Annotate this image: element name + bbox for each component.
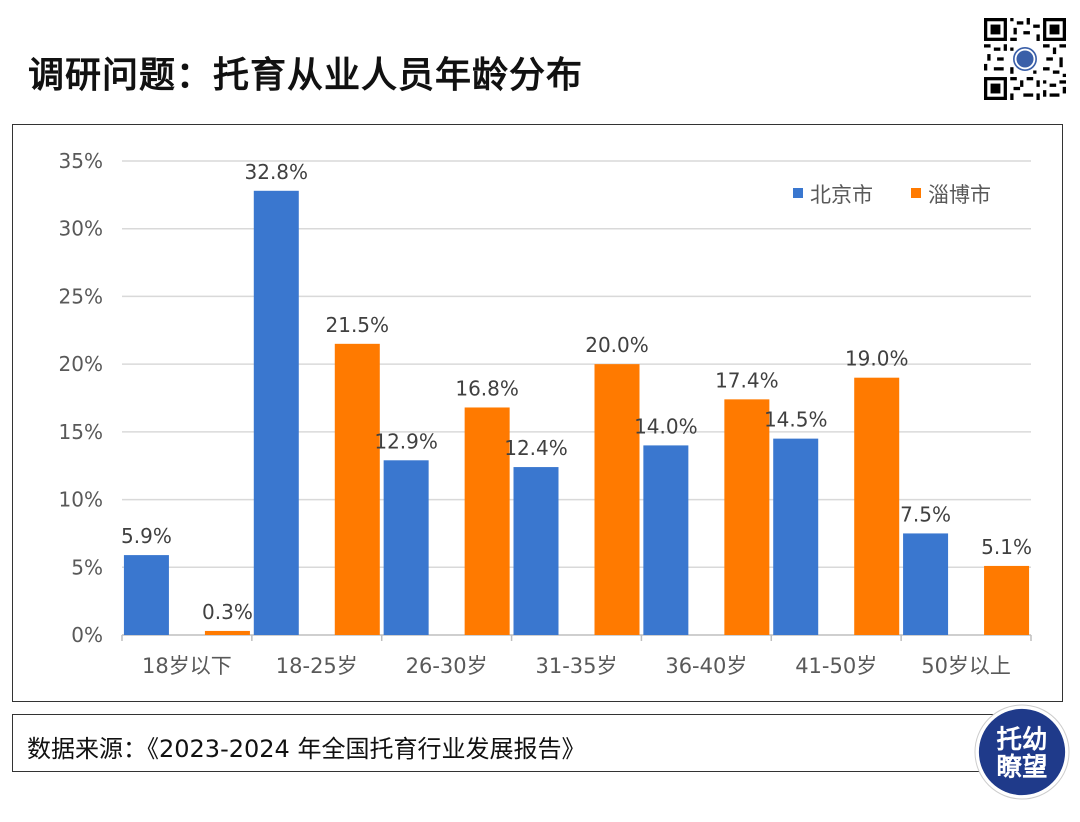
bar-zibo [594, 364, 640, 635]
qr-code-icon [984, 18, 1066, 100]
y-tick-label: 5% [71, 555, 103, 579]
bar-zibo [464, 407, 510, 635]
y-tick-label: 0% [71, 623, 103, 647]
data-label: 12.4% [504, 436, 568, 460]
x-tick-label: 18-25岁 [276, 654, 358, 678]
data-label: 19.0% [845, 347, 909, 371]
bar-beijing [253, 190, 299, 635]
legend-label: 北京市 [810, 183, 873, 207]
logo-circle [978, 708, 1066, 796]
legend-label: 淄博市 [928, 183, 991, 207]
data-label: 17.4% [715, 368, 779, 392]
legend-swatch [793, 188, 803, 198]
data-label: 7.5% [900, 502, 951, 526]
data-label: 5.9% [121, 524, 172, 548]
y-tick-label: 35% [59, 149, 103, 173]
data-label: 12.9% [374, 429, 438, 453]
x-tick-label: 36-40岁 [665, 654, 747, 678]
data-label: 32.8% [245, 160, 309, 184]
data-label: 5.1% [981, 535, 1032, 559]
bar-zibo [984, 565, 1030, 635]
x-tick-label: 50岁以上 [921, 654, 1011, 678]
logo-text-line2: 瞭望 [997, 753, 1048, 783]
bar-zibo [204, 630, 250, 635]
y-tick-label: 10% [59, 488, 103, 512]
bar-zibo [724, 399, 770, 635]
data-label: 21.5% [326, 313, 390, 337]
source-text: 数据来源：《2023-2024 年全国托育行业发展报告》 [27, 735, 586, 763]
logo-text-line1: 托幼 [997, 725, 1048, 755]
y-tick-label: 15% [59, 420, 103, 444]
source-box: 数据来源：《2023-2024 年全国托育行业发展报告》 [12, 714, 1012, 772]
x-tick-label: 18岁以下 [142, 654, 232, 678]
brand-logo: 托幼 瞭望 [974, 704, 1070, 800]
data-label: 20.0% [585, 333, 649, 357]
bar-beijing [383, 460, 429, 635]
bar-chart: 0% 5% 10% 15% 20% 25% 30% 35% 5.9% 0.3% 18岁以下 32.8%… [59, 149, 1032, 678]
x-tick-label: 31-35岁 [535, 654, 617, 678]
data-label: 0.3% [202, 600, 253, 624]
data-label: 14.0% [634, 414, 698, 438]
bar-zibo [854, 377, 900, 635]
bar-beijing [903, 533, 949, 635]
bar-beijing [643, 445, 689, 635]
x-tick-label: 26-30岁 [406, 654, 488, 678]
bar-zibo [334, 343, 380, 635]
bar-beijing [123, 555, 169, 635]
y-tick-label: 30% [59, 217, 103, 241]
y-tick-label: 25% [59, 284, 103, 308]
y-tick-label: 20% [59, 352, 103, 376]
data-label: 16.8% [455, 376, 519, 400]
page-title: 调研问题：托育从业人员年龄分布 [28, 55, 584, 96]
x-tick-label: 41-50岁 [795, 654, 877, 678]
bar-beijing [513, 467, 559, 635]
bar-beijing [773, 438, 819, 635]
data-label: 14.5% [764, 408, 828, 432]
legend-swatch [911, 188, 921, 198]
chart-container: 0% 5% 10% 15% 20% 25% 30% 35% 5.9% 0.3% 18岁以下 32.8%… [12, 124, 1063, 702]
